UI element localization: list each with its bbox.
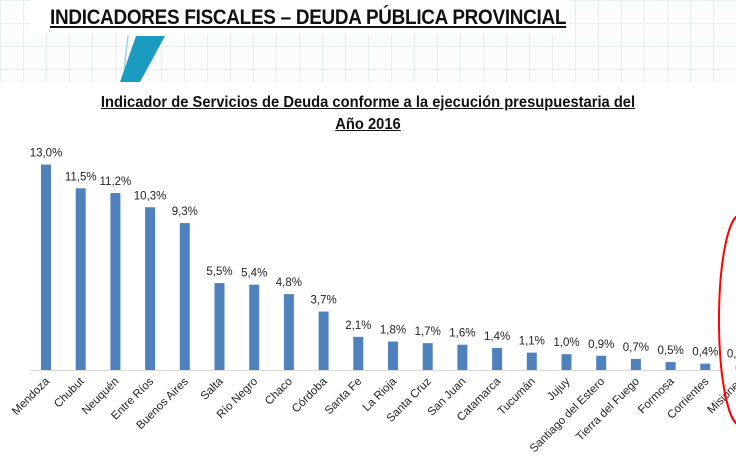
data-label: 11,2% — [100, 176, 132, 188]
data-label: 4,8% — [276, 277, 302, 289]
data-label: 5,5% — [206, 266, 232, 278]
bar-corrientes — [700, 363, 711, 370]
data-label: 5,4% — [241, 268, 267, 280]
bar-tucumán — [526, 352, 537, 370]
bar-córdoba — [318, 311, 329, 370]
data-label: 9,3% — [172, 206, 198, 218]
data-label: 0,5% — [657, 345, 683, 357]
data-label: 1,1% — [519, 336, 545, 348]
category-label: Chubut — [52, 375, 87, 410]
bar-chaco — [283, 294, 294, 370]
bar-santa-cruz — [422, 343, 433, 370]
data-label: 1,0% — [553, 337, 579, 349]
bar-entre-ríos — [145, 207, 156, 370]
category-label: Salta — [199, 375, 226, 402]
data-label: 11,5% — [65, 171, 97, 183]
bar-santiago-del-estero — [596, 355, 607, 370]
bar-formosa — [665, 362, 676, 370]
bar-jujuy — [561, 354, 572, 370]
category-label: Santa Fe — [323, 376, 364, 417]
bar-santa-fe — [353, 336, 364, 370]
data-label: 0,4% — [692, 347, 718, 359]
bar-chubut — [75, 188, 86, 370]
data-label: 2,1% — [345, 320, 371, 332]
data-label: 10,3% — [134, 190, 167, 202]
category-label: Tucumán — [496, 376, 538, 418]
bar-catamarca — [492, 347, 503, 370]
bar-buenos-aires — [179, 223, 190, 370]
bar-la-rioja — [388, 341, 398, 370]
slide-title: INDICADORES FISCALES – DEUDA PÚBLICA PRO… — [50, 6, 567, 29]
data-label: 1,6% — [449, 328, 475, 340]
data-label: 1,7% — [415, 326, 441, 338]
category-label: Chaco — [263, 376, 295, 408]
chart-title-line2: Año 2016 — [335, 116, 401, 133]
data-label: 0,9% — [588, 339, 614, 351]
category-label: Tierra del Fuego — [574, 376, 642, 444]
data-label: 1,4% — [484, 331, 510, 343]
data-label: 1,8% — [380, 325, 406, 337]
chart-title-line1: Indicador de Servicios de Deuda conforme… — [100, 94, 636, 111]
category-label: Misiones — [706, 375, 736, 416]
title-banner — [30, 0, 570, 34]
bar-san-juan — [457, 344, 468, 370]
bar-neuquén — [110, 193, 121, 370]
data-label: 3,7% — [310, 295, 336, 307]
data-label: 0,3% — [727, 348, 736, 360]
category-label: Mendoza — [10, 375, 52, 417]
bar-río-negro — [249, 284, 260, 370]
bar-mendoza — [41, 164, 51, 370]
data-label: 13,0% — [30, 148, 63, 160]
category-label: Jujuy — [545, 375, 573, 403]
bar-tierra-del-fuego — [630, 358, 641, 370]
bar-salta — [214, 283, 225, 370]
data-label: 0,7% — [623, 342, 649, 354]
highlight-ellipse — [718, 215, 736, 425]
